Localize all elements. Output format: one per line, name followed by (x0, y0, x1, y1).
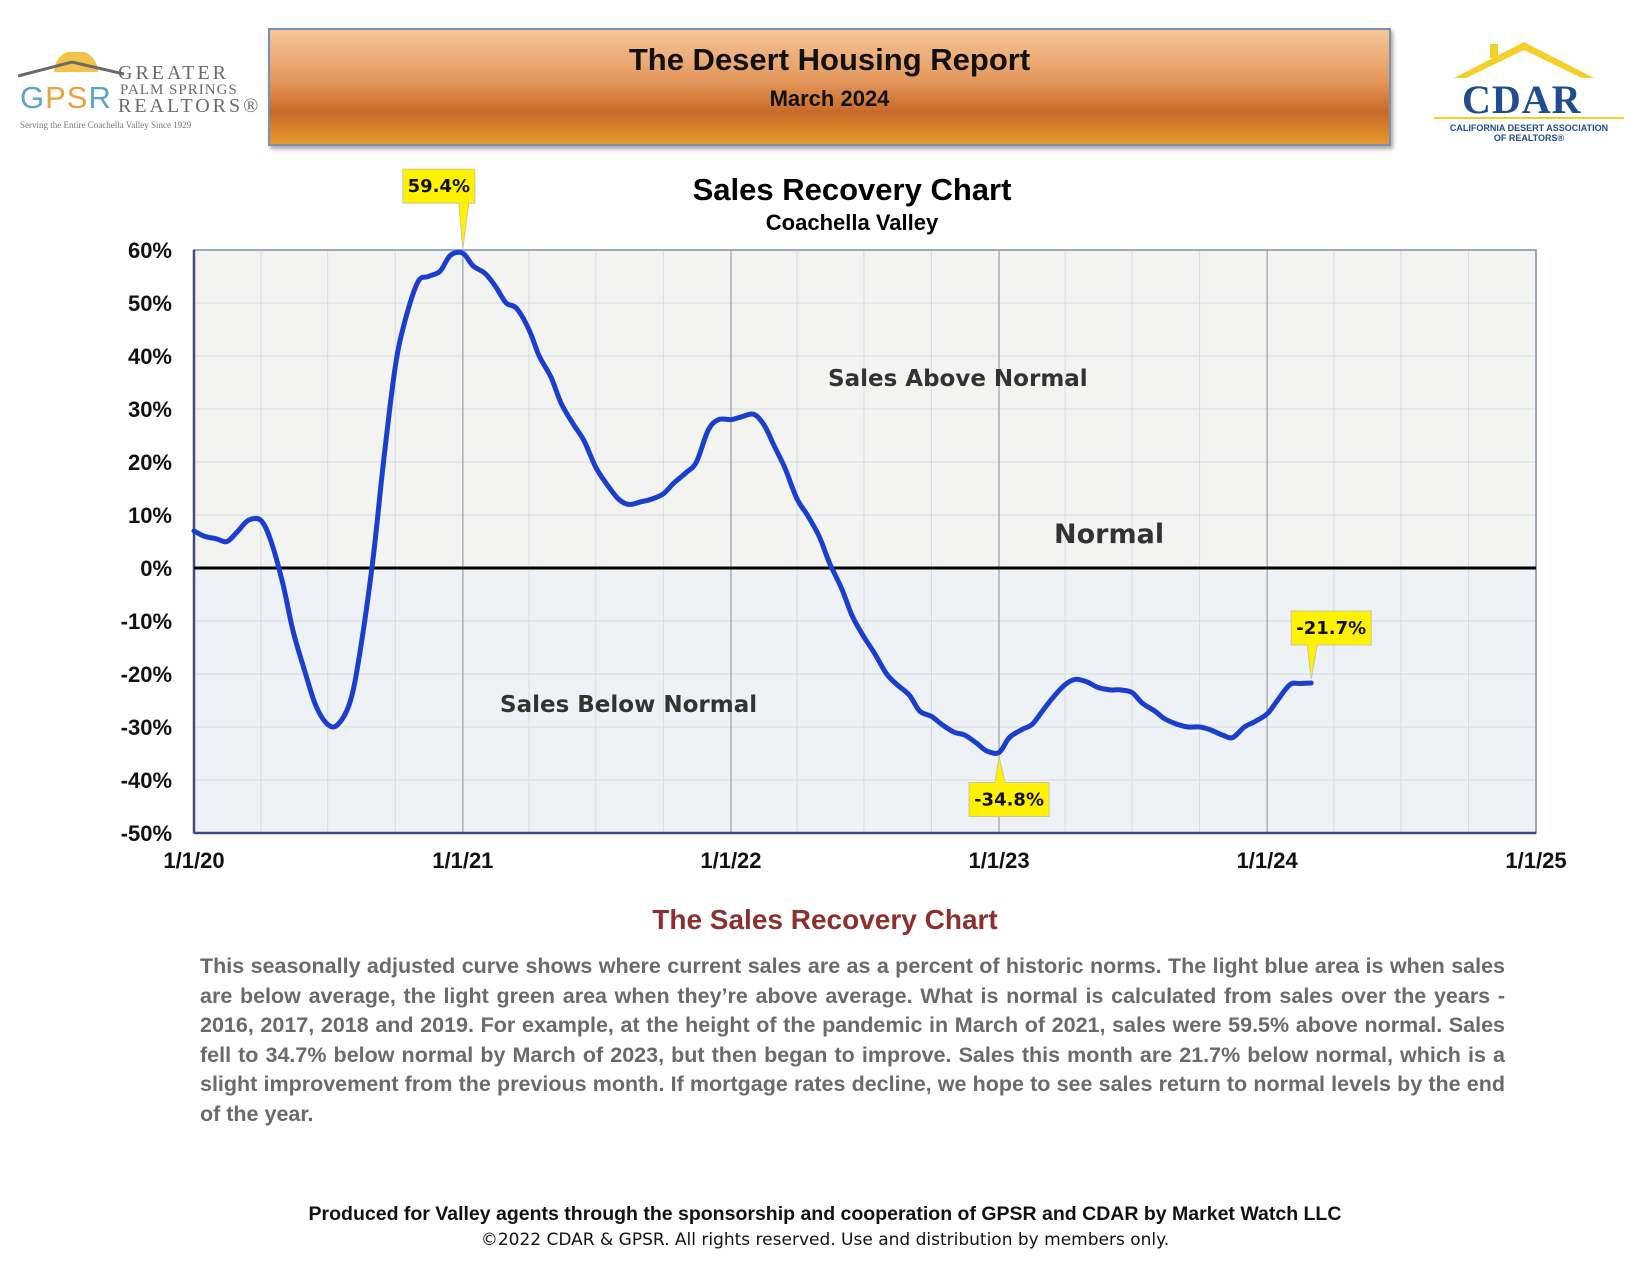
y-tick-label: -50% (121, 821, 172, 846)
cdar-divider (1434, 117, 1624, 119)
chart-title: Sales Recovery Chart (693, 172, 1012, 207)
gpsr-tagline: Serving the Entire Coachella Valley Sinc… (20, 120, 192, 130)
x-tick-label: 1/1/20 (163, 848, 224, 873)
callout-box (1290, 610, 1372, 680)
x-tick-label: 1/1/25 (1505, 848, 1566, 873)
callout: -34.8% (968, 756, 1050, 817)
gpsr-greater-text: GREATER (118, 62, 229, 84)
report-banner: The Desert Housing Report March 2024 (268, 28, 1391, 146)
y-tick-label: 0% (140, 556, 172, 581)
callout: -21.7% (1290, 610, 1372, 680)
cdar-logo: CDAR CALIFORNIA DESERT ASSOCIATION OF RE… (1424, 38, 1624, 148)
y-tick-label: 60% (128, 238, 172, 263)
sales-recovery-chart: Sales Recovery Chart Coachella Valley 60… (121, 168, 1567, 873)
footer-copyright: ©2022 CDAR & GPSR. All rights reserved. … (480, 1230, 1170, 1250)
chart-callouts: 59.4% -34.8% -21.7% (402, 168, 1372, 817)
cdar-name: CDAR (1462, 77, 1582, 122)
y-tick-label: 20% (128, 450, 172, 475)
x-tick-label: 1/1/22 (700, 848, 761, 873)
gpsr-palm-springs-text: PALM SPRINGS (120, 82, 238, 98)
footer-credits: Produced for Valley agents through the s… (308, 1203, 1342, 1225)
gpsr-abbreviation: GPSR (20, 80, 112, 115)
y-tick-label: -30% (121, 715, 172, 740)
cdar-subtitle-line1: CALIFORNIA DESERT ASSOCIATION (1449, 123, 1609, 133)
gpsr-logo: GPSR GREATER PALM SPRINGS REALTORS® Serv… (14, 52, 258, 132)
cdar-subtitle: CALIFORNIA DESERT ASSOCIATION OF REALTOR… (1434, 123, 1624, 143)
x-tick-label: 1/1/24 (1237, 848, 1299, 873)
x-axis: 1/1/20 1/1/21 1/1/22 1/1/23 1/1/24 1/1/25 (163, 848, 1566, 873)
y-tick-label: -20% (121, 662, 172, 687)
cdar-subtitle-line2: OF REALTORS® (1493, 133, 1565, 143)
y-tick-label: -10% (121, 609, 172, 634)
series-line (191, 249, 1314, 756)
chart-subtitle: Coachella Valley (766, 210, 939, 235)
gpsr-sun-roof-icon (17, 52, 125, 78)
callout: 59.4% (402, 168, 476, 250)
x-tick-label: 1/1/23 (968, 848, 1029, 873)
gpsr-realtors-text: REALTORS® (118, 95, 262, 117)
callout-label: 59.4% (408, 176, 470, 197)
y-tick-label: 10% (128, 503, 172, 528)
description-title: The Sales Recovery Chart (652, 904, 998, 935)
callout-box (402, 168, 476, 250)
description-text: This seasonally adjusted curve shows whe… (200, 954, 1505, 1126)
normal-label: Normal (1054, 519, 1164, 550)
y-tick-label: -40% (121, 768, 172, 793)
cdar-roof-icon (1454, 42, 1594, 78)
below-normal-label: Sales Below Normal (500, 692, 757, 718)
y-tick-label: 40% (128, 344, 172, 369)
y-tick-label: 30% (128, 397, 172, 422)
y-tick-label: 50% (128, 291, 172, 316)
report-title: The Desert Housing Report (628, 42, 1031, 77)
above-normal-label: Sales Above Normal (828, 366, 1088, 392)
callout-box (968, 756, 1050, 817)
callout-label: -34.8% (974, 789, 1044, 810)
callout-label: -21.7% (1296, 618, 1366, 639)
x-tick-label: 1/1/21 (432, 848, 493, 873)
report-date: March 2024 (769, 86, 890, 111)
y-axis: 60% 50% 40% 30% 20% 10% 0% -10% -20% -30% -40% -50% (121, 238, 172, 846)
